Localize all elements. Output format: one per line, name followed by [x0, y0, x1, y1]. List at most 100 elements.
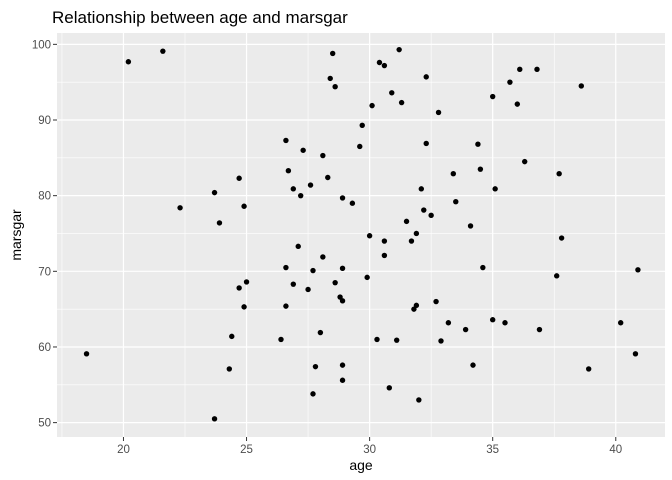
y-axis-title: marsgar: [8, 209, 24, 261]
data-point: [243, 279, 250, 285]
data-point: [386, 385, 393, 391]
data-point: [320, 254, 326, 260]
data-point: [381, 252, 388, 259]
data-point: [307, 182, 314, 188]
data-point: [536, 326, 543, 333]
x-tick-label: 25: [240, 444, 253, 456]
data-point: [558, 235, 565, 241]
data-point: [632, 351, 639, 357]
data-point: [507, 79, 513, 85]
data-point: [320, 152, 326, 159]
data-point: [83, 351, 90, 357]
data-point: [364, 274, 370, 281]
data-point: [408, 238, 415, 244]
data-point: [585, 366, 592, 372]
data-point: [470, 362, 476, 368]
data-point: [480, 264, 486, 271]
data-point: [396, 46, 402, 53]
data-point: [332, 279, 338, 286]
data-point: [445, 320, 452, 326]
data-point: [177, 205, 183, 211]
data-point: [413, 230, 420, 237]
data-point: [369, 102, 375, 109]
data-point: [327, 75, 333, 82]
data-point: [305, 286, 311, 293]
data-point: [423, 140, 429, 147]
data-point: [556, 171, 562, 177]
data-point: [433, 298, 439, 305]
data-point: [477, 166, 484, 172]
x-tick-label: 35: [486, 444, 499, 456]
data-point: [290, 281, 297, 287]
data-point: [339, 362, 346, 368]
y-tick-label: 70: [38, 266, 51, 278]
data-point: [285, 167, 292, 174]
data-point: [357, 143, 363, 150]
data-point: [438, 338, 444, 344]
data-point: [329, 50, 336, 57]
data-point: [297, 192, 304, 199]
data-point: [236, 175, 242, 181]
data-point: [403, 218, 410, 225]
data-point: [310, 267, 316, 274]
data-point: [339, 265, 346, 271]
data-point: [492, 186, 498, 192]
x-axis-title: age: [349, 457, 373, 473]
data-point: [416, 397, 422, 403]
data-point: [393, 337, 400, 343]
data-point: [241, 203, 247, 209]
data-point: [453, 199, 459, 205]
data-point: [310, 391, 316, 397]
data-point: [295, 243, 301, 250]
data-point: [418, 186, 425, 192]
data-point: [211, 416, 218, 422]
data-point: [349, 200, 356, 206]
data-point: [283, 137, 289, 144]
data-point: [160, 48, 166, 54]
data-point: [374, 336, 380, 343]
y-tick-label: 80: [38, 191, 51, 203]
x-tick-label: 20: [117, 444, 130, 456]
data-point: [376, 59, 383, 66]
data-point: [502, 320, 508, 326]
data-point: [339, 298, 346, 304]
y-tick-label: 90: [38, 115, 51, 127]
y-tick-label: 60: [38, 342, 51, 354]
data-point: [366, 233, 373, 239]
data-point: [236, 285, 242, 291]
data-point: [534, 66, 540, 73]
data-point: [489, 317, 496, 323]
y-axis-ticks: 50 60 70 80 90 100: [32, 39, 57, 430]
x-axis-ticks: 20 25 30 35 40: [117, 437, 622, 456]
data-point: [339, 195, 346, 201]
data-point: [381, 62, 388, 69]
data-point: [617, 320, 624, 326]
data-point: [514, 101, 521, 107]
data-point: [226, 366, 233, 372]
data-points: [83, 46, 641, 422]
data-point: [300, 147, 306, 153]
data-point: [381, 238, 388, 244]
data-point: [278, 336, 284, 343]
data-point: [216, 220, 223, 226]
data-point: [428, 212, 434, 219]
data-point: [283, 264, 289, 271]
data-point: [475, 141, 481, 147]
data-point: [398, 99, 405, 106]
data-point: [450, 171, 457, 177]
data-point: [283, 303, 289, 309]
data-point: [312, 363, 319, 370]
x-tick-label: 30: [363, 444, 376, 456]
data-point: [489, 93, 496, 100]
data-point: [421, 207, 427, 213]
data-point: [517, 66, 523, 73]
data-point: [578, 83, 585, 89]
data-point: [423, 74, 429, 80]
data-point: [339, 377, 346, 383]
chart-title: Relationship between age and marsgar: [52, 8, 348, 27]
data-point: [332, 84, 338, 90]
y-tick-label: 100: [32, 39, 51, 51]
data-point: [462, 326, 469, 333]
